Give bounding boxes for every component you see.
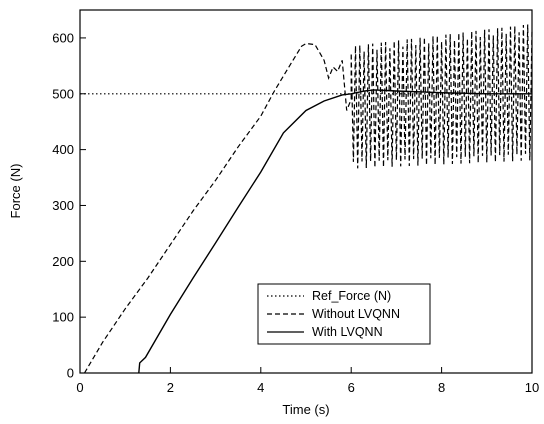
plot-frame bbox=[79, 9, 533, 374]
y-axis-label: Force (N) bbox=[8, 164, 23, 219]
series-lines bbox=[80, 24, 533, 374]
x-tick-label: 10 bbox=[525, 380, 539, 395]
y-tick-label: 100 bbox=[52, 310, 74, 325]
series-line-without-lvqnn bbox=[83, 24, 533, 374]
x-tick-label: 8 bbox=[438, 380, 445, 395]
legend-label-ref-force: Ref_Force (N) bbox=[312, 289, 391, 303]
x-axis-label: Time (s) bbox=[282, 402, 329, 417]
y-tick-label: 500 bbox=[52, 86, 74, 101]
legend-label-without-lvqnn: Without LVQNN bbox=[312, 307, 400, 321]
x-tick-label: 6 bbox=[348, 380, 355, 395]
legend-label-with-lvqnn: With LVQNN bbox=[312, 325, 383, 339]
x-tick-label: 4 bbox=[257, 380, 264, 395]
y-tick-label: 200 bbox=[52, 254, 74, 269]
series-line-with-lvqnn bbox=[138, 89, 532, 374]
legend: Ref_Force (N) Without LVQNN With LVQNN bbox=[257, 283, 431, 345]
y-tick-label: 600 bbox=[52, 30, 74, 45]
x-tick-label: 2 bbox=[167, 380, 174, 395]
y-tick-label: 0 bbox=[67, 366, 74, 381]
y-tick-label: 300 bbox=[52, 198, 74, 213]
x-tick-label: 0 bbox=[76, 380, 83, 395]
y-tick-label: 400 bbox=[52, 142, 74, 157]
